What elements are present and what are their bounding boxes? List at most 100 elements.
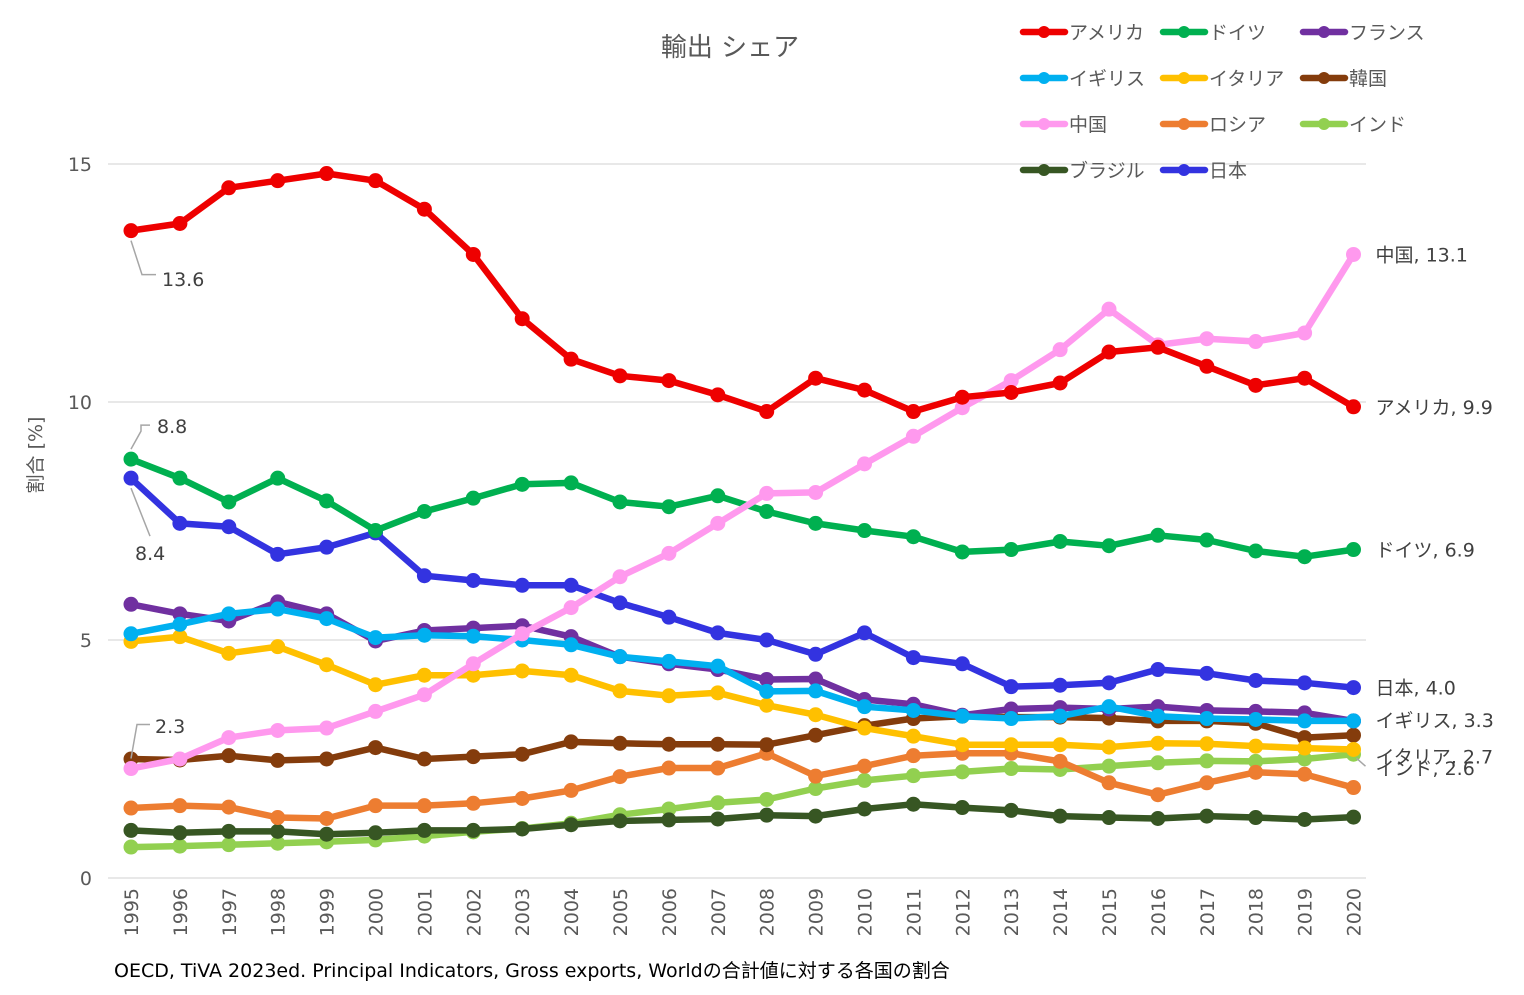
data-point bbox=[221, 837, 237, 853]
data-point bbox=[1003, 737, 1019, 753]
data-point bbox=[123, 800, 139, 816]
data-point bbox=[1346, 542, 1361, 558]
series-line bbox=[127, 800, 1357, 838]
data-point bbox=[1297, 675, 1313, 691]
data-point bbox=[1150, 811, 1166, 826]
legend-item-ドイツ: ドイツ bbox=[1159, 22, 1266, 44]
data-point bbox=[1199, 775, 1215, 791]
data-point bbox=[857, 758, 872, 774]
data-point bbox=[563, 351, 579, 367]
data-point bbox=[1346, 246, 1361, 262]
legend-swatch-marker bbox=[1038, 26, 1050, 38]
legend-item-韓国: 韓国 bbox=[1299, 68, 1387, 90]
data-point bbox=[319, 611, 335, 627]
data-point bbox=[857, 382, 872, 398]
data-point bbox=[368, 703, 383, 719]
data-point bbox=[465, 573, 481, 588]
data-point bbox=[123, 822, 139, 838]
x-tick-label: 2002 bbox=[463, 888, 485, 936]
data-point bbox=[1248, 764, 1264, 780]
legend-label: ブラジル bbox=[1069, 159, 1145, 182]
legend-swatch-marker bbox=[1318, 72, 1330, 84]
legend-label: ロシア bbox=[1209, 114, 1266, 136]
data-point bbox=[1052, 342, 1068, 358]
data-point bbox=[1297, 549, 1313, 565]
data-point bbox=[905, 404, 921, 420]
x-tick-label: 1996 bbox=[170, 888, 192, 936]
data-point bbox=[710, 387, 726, 403]
data-point bbox=[1297, 766, 1313, 782]
x-tick-label: 2003 bbox=[512, 888, 534, 936]
data-point bbox=[514, 626, 530, 642]
data-point bbox=[563, 475, 579, 491]
data-point bbox=[808, 683, 824, 699]
end-label-ドイツ: ドイツ, 6.9 bbox=[1376, 540, 1475, 562]
series-イタリア bbox=[123, 629, 1361, 757]
data-point bbox=[1150, 708, 1166, 724]
x-tick-label: 2001 bbox=[414, 888, 436, 936]
x-tick-label: 1995 bbox=[121, 888, 143, 936]
legend-swatch-marker bbox=[1318, 26, 1330, 38]
start-label-アメリカ: 13.6 bbox=[162, 269, 204, 291]
legend-swatch-marker bbox=[1178, 72, 1190, 84]
data-point bbox=[857, 523, 872, 539]
data-point bbox=[563, 600, 579, 616]
data-point bbox=[1199, 358, 1215, 374]
data-point bbox=[221, 799, 237, 815]
data-point bbox=[221, 180, 237, 196]
x-tick-label: 2012 bbox=[952, 888, 974, 936]
data-point bbox=[1248, 810, 1264, 826]
x-tick-label: 1999 bbox=[317, 888, 339, 936]
data-point bbox=[759, 485, 775, 501]
data-point bbox=[319, 811, 335, 826]
data-point bbox=[1101, 699, 1117, 715]
x-tick-label: 2016 bbox=[1148, 888, 1170, 936]
data-point bbox=[221, 645, 237, 661]
data-point bbox=[1101, 739, 1117, 755]
data-point bbox=[1297, 370, 1313, 386]
data-point bbox=[710, 811, 726, 827]
data-point bbox=[1101, 344, 1117, 360]
data-point bbox=[1199, 753, 1215, 769]
data-point bbox=[1052, 808, 1068, 824]
data-point bbox=[270, 835, 286, 851]
data-point bbox=[514, 577, 530, 593]
x-tick-label: 2010 bbox=[855, 888, 877, 936]
data-point bbox=[808, 646, 824, 662]
data-point bbox=[465, 246, 481, 262]
data-point bbox=[759, 503, 775, 519]
legend-item-日本: 日本 bbox=[1159, 160, 1247, 182]
data-point bbox=[1052, 677, 1068, 693]
data-point bbox=[1150, 527, 1166, 543]
data-point bbox=[954, 764, 970, 780]
data-point bbox=[759, 683, 775, 699]
data-point bbox=[1199, 736, 1215, 752]
series-line bbox=[127, 750, 1357, 822]
data-point bbox=[905, 702, 921, 718]
data-point bbox=[270, 173, 286, 189]
legend-label: アメリカ bbox=[1069, 22, 1144, 44]
data-point bbox=[563, 734, 579, 750]
data-point bbox=[661, 801, 677, 817]
data-point bbox=[808, 768, 824, 784]
data-point bbox=[905, 748, 921, 764]
data-point bbox=[319, 166, 335, 182]
data-point bbox=[465, 656, 481, 672]
data-point bbox=[221, 494, 237, 510]
data-point bbox=[1248, 753, 1264, 769]
data-point bbox=[1297, 811, 1313, 827]
data-point bbox=[172, 751, 188, 767]
data-point bbox=[857, 772, 872, 788]
data-point bbox=[905, 796, 921, 812]
data-point bbox=[1248, 672, 1264, 688]
x-tick-label: 1997 bbox=[219, 888, 241, 936]
data-point bbox=[710, 795, 726, 811]
data-point bbox=[514, 311, 530, 327]
x-tick-label: 2009 bbox=[806, 888, 828, 936]
data-point bbox=[1052, 753, 1068, 769]
data-point bbox=[1150, 755, 1166, 771]
data-point bbox=[710, 685, 726, 701]
data-point bbox=[1101, 301, 1117, 317]
data-point bbox=[661, 499, 677, 515]
data-point bbox=[221, 730, 237, 746]
